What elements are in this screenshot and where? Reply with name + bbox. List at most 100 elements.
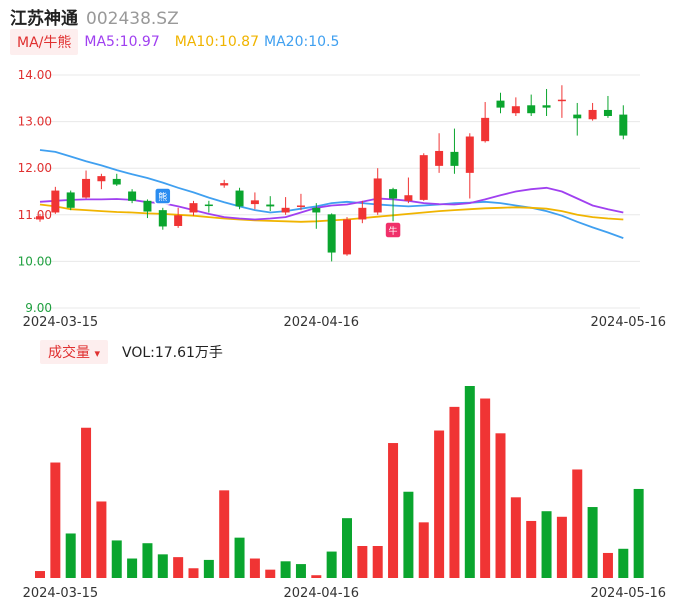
volume-bar [280,561,291,578]
candle-body [250,200,259,205]
volume-value: VOL:17.61万手 [121,345,223,361]
price-tick-label: 14.00 [18,68,52,82]
candle-body [358,207,367,220]
candle-body [97,176,106,182]
date-tick-label: 2024-03-15 [23,586,99,601]
candle-body [281,207,290,213]
price-tick-label: 9.00 [25,301,52,315]
candle-body [174,215,183,226]
volume-bar [572,469,583,578]
volume-bar [464,386,475,578]
volume-bar [311,575,322,578]
volume-bar [142,543,153,578]
candle-body [189,203,198,213]
price-tick-label: 10.00 [18,254,52,268]
candle-body [296,205,305,207]
volume-bar [203,559,214,578]
volume-bar [633,488,644,578]
volume-bar [157,554,168,578]
volume-bar [526,520,537,578]
candle-body [573,114,582,119]
candle-body [327,214,336,253]
candle-body [66,192,75,208]
title-row: 江苏神通 002438.SZ [10,4,179,29]
volume-bar [372,546,383,578]
volume-bar [249,558,260,578]
bear-marker-label: 熊 [158,191,167,203]
candle-body [404,195,413,201]
volume-bar [418,522,429,578]
candle-body [112,178,121,185]
candle-body [603,109,612,117]
ma5-label: MA5:10.97 [84,34,160,50]
ma20-label: MA20:10.5 [264,34,340,50]
volume-bar [510,497,521,578]
candle-body [527,105,536,114]
candle-body [542,105,551,108]
candle-body [143,200,152,212]
candle-body [312,207,321,213]
volume-bar [342,518,352,578]
ma5-line [39,186,624,221]
candle-body [588,109,597,120]
volume-bar [618,548,629,578]
volume-legend: 成交量 ▾ VOL:17.61万手 [40,340,223,364]
candle-body [373,178,382,213]
bull-marker-badge [384,221,402,239]
volume-bar [403,491,414,578]
candle-body [158,210,167,227]
candle-body [619,114,628,136]
candle-body [128,191,137,201]
volume-bar [265,569,276,578]
candle-body [450,151,459,166]
chevron-down-icon: ▾ [94,347,100,360]
ma10-label: MA10:10.87 [174,34,260,50]
volume-bar [480,398,491,578]
date-tick-label: 2024-05-16 [591,586,667,601]
price-tick-label: 11.00 [18,208,52,222]
volume-bar [326,551,337,578]
candle-body [435,150,444,166]
volume-toggle-label: 成交量 [48,345,90,361]
date-tick-label: 2024-03-15 [23,315,99,330]
candle-body [557,99,566,102]
price-tick-label: 13.00 [18,115,52,129]
volume-bar [35,571,45,578]
candle-body [220,183,229,186]
volume-bar [219,490,230,578]
stock-code: 002438.SZ [86,9,179,29]
volume-bar [111,540,122,578]
volume-toggle-button[interactable]: 成交量 ▾ [40,340,108,364]
candle-body [51,190,60,213]
candle-body [266,204,275,207]
bull-marker-label: 牛 [389,225,398,237]
volume-bar [65,533,76,578]
volume-bar [587,507,598,578]
bear-marker-badge [154,187,172,205]
candle-body [511,106,520,114]
volume-bar [81,427,92,578]
volume-bar [434,430,445,578]
candle-body [481,117,490,142]
ma-toggle-button[interactable]: MA/牛熊 [10,29,79,55]
volume-bar [96,501,107,578]
volume-bar [127,558,138,578]
candle-body [204,204,213,207]
volume-bar [541,511,552,578]
stock-name: 江苏神通 [10,9,78,29]
candle-body [343,219,351,255]
volume-bar [388,443,399,578]
candle-body [36,216,44,220]
volume-bar [234,537,245,578]
date-tick-label: 2024-04-16 [284,315,360,330]
volume-bar [357,546,368,578]
volume-bar [50,462,61,578]
price-tick-label: 12.00 [18,161,52,175]
candle-body [419,155,428,200]
date-tick-label: 2024-04-16 [284,586,360,601]
ma-legend: MA/牛熊 MA5:10.97 MA10:10.87 MA20:10.5 [10,29,342,55]
volume-bar [173,557,184,578]
volume-bar [602,552,613,578]
volume-bar [556,516,567,578]
